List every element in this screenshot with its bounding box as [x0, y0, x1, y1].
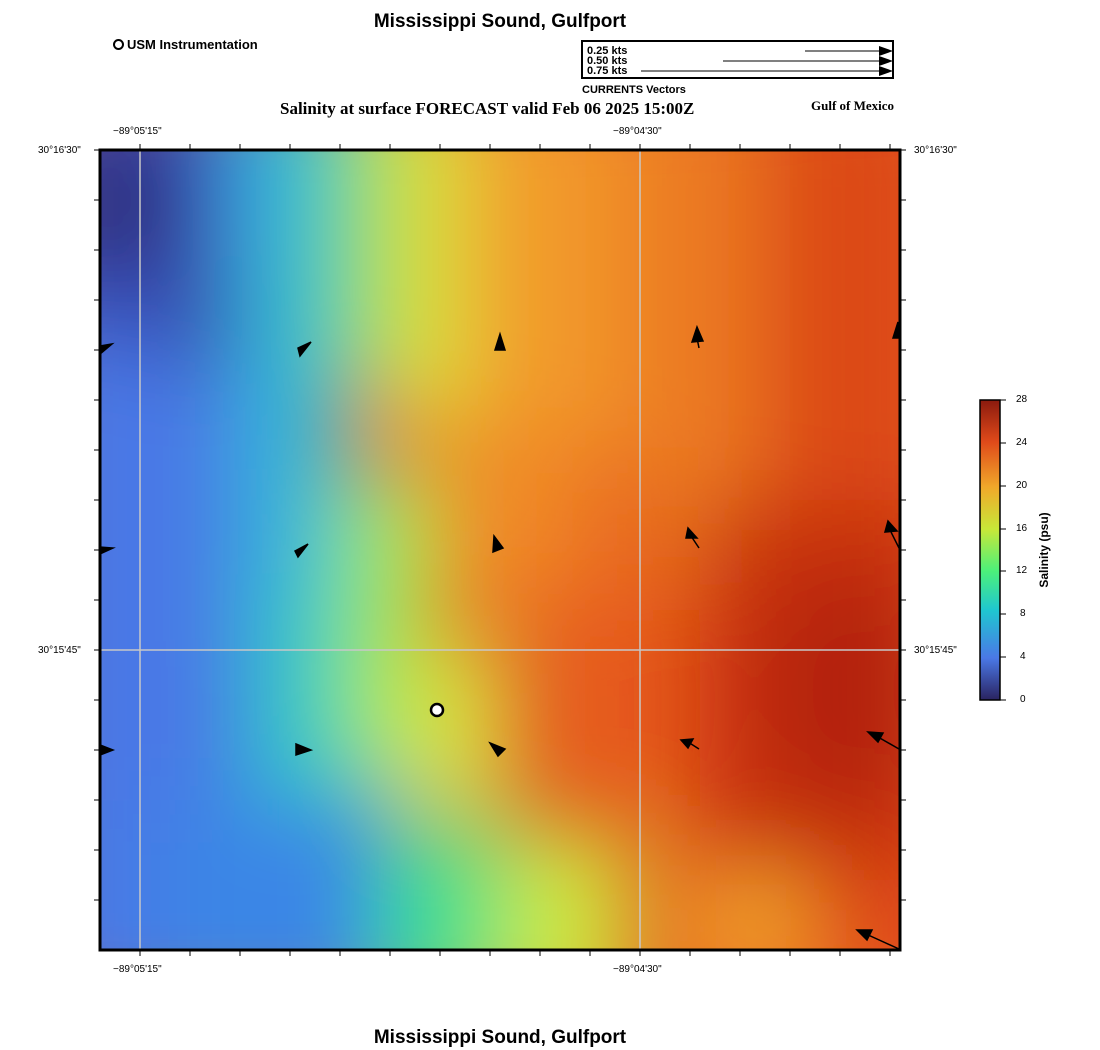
- vector-label-050: 0.50 kts: [587, 55, 628, 67]
- lat-tick-right-1: 30°16'30": [914, 145, 957, 156]
- colorbar-title: Salinity (psu): [1037, 512, 1051, 588]
- colorbar-tick-28: 28: [1016, 394, 1028, 405]
- forecast-subtitle: Salinity at surface FORECAST valid Feb 0…: [280, 99, 695, 118]
- current-arrow-icon: [294, 543, 309, 559]
- region-label: Gulf of Mexico: [811, 98, 895, 113]
- salinity-colorbar: [979, 399, 1006, 701]
- vector-legend-arrows: [641, 46, 892, 76]
- colorbar-tick-16: 16: [1016, 523, 1028, 534]
- usm-legend-label: USM Instrumentation: [127, 37, 258, 52]
- map-title-bottom: Mississippi Sound, Gulfport: [373, 1027, 627, 1048]
- vector-label-075: 0.75 kts: [587, 65, 628, 77]
- arrow-icon: [879, 66, 892, 76]
- current-vector-legend: 0.25 kts 0.50 kts 0.75 kts: [581, 40, 894, 79]
- current-arrow-icon: [883, 519, 900, 549]
- frame-ticks: [94, 144, 906, 956]
- salinity-field: [100, 150, 900, 950]
- colorbar-tick-20: 20: [1016, 480, 1028, 491]
- lon-tick-bottom-1: −89°05'15": [113, 964, 162, 975]
- station-marker-icon: [113, 39, 124, 50]
- colorbar-tick-8: 8: [1020, 608, 1026, 619]
- current-arrow-icon: [99, 342, 115, 356]
- vector-legend-caption: CURRENTS Vectors: [582, 84, 686, 96]
- colorbar-tick-0: 0: [1020, 694, 1026, 705]
- current-arrow-icon: [99, 546, 116, 556]
- colorbar-tick-12: 12: [1016, 565, 1028, 576]
- current-arrow-icon: [488, 741, 507, 758]
- usm-instrumentation-legend: USM Instrumentation: [113, 37, 258, 52]
- colorbar-tick-24: 24: [1016, 437, 1028, 448]
- vector-label-025: 0.25 kts: [587, 45, 628, 57]
- current-arrow-icon: [690, 324, 705, 349]
- current-arrow-icon: [866, 731, 900, 750]
- lat-tick-left-2: 30°15'45": [38, 645, 81, 656]
- arrow-icon: [879, 46, 892, 56]
- lat-tick-left-1: 30°16'30": [38, 145, 81, 156]
- current-arrow-icon: [492, 533, 505, 554]
- current-arrow-icon: [493, 331, 507, 351]
- usm-station-marker: [429, 702, 445, 718]
- map-title: Mississippi Sound, Gulfport: [373, 11, 627, 32]
- lat-tick-right-2: 30°15'45": [914, 645, 957, 656]
- arrow-icon: [879, 56, 892, 66]
- lon-tick-top-1: −89°05'15": [113, 126, 162, 137]
- graticule: [100, 150, 900, 950]
- lon-tick-bottom-2: −89°04'30": [613, 964, 662, 975]
- current-arrow-icon: [679, 738, 700, 750]
- colorbar-tick-4: 4: [1020, 651, 1026, 662]
- current-arrow-icon: [855, 929, 900, 950]
- lon-tick-top-2: −89°04'30": [613, 126, 662, 137]
- current-arrow-icon: [99, 743, 116, 757]
- current-vectors: [99, 321, 901, 950]
- current-arrow-icon: [685, 526, 700, 549]
- current-arrow-icon: [891, 321, 901, 339]
- current-arrow-icon: [295, 742, 314, 757]
- current-arrow-icon: [297, 341, 312, 358]
